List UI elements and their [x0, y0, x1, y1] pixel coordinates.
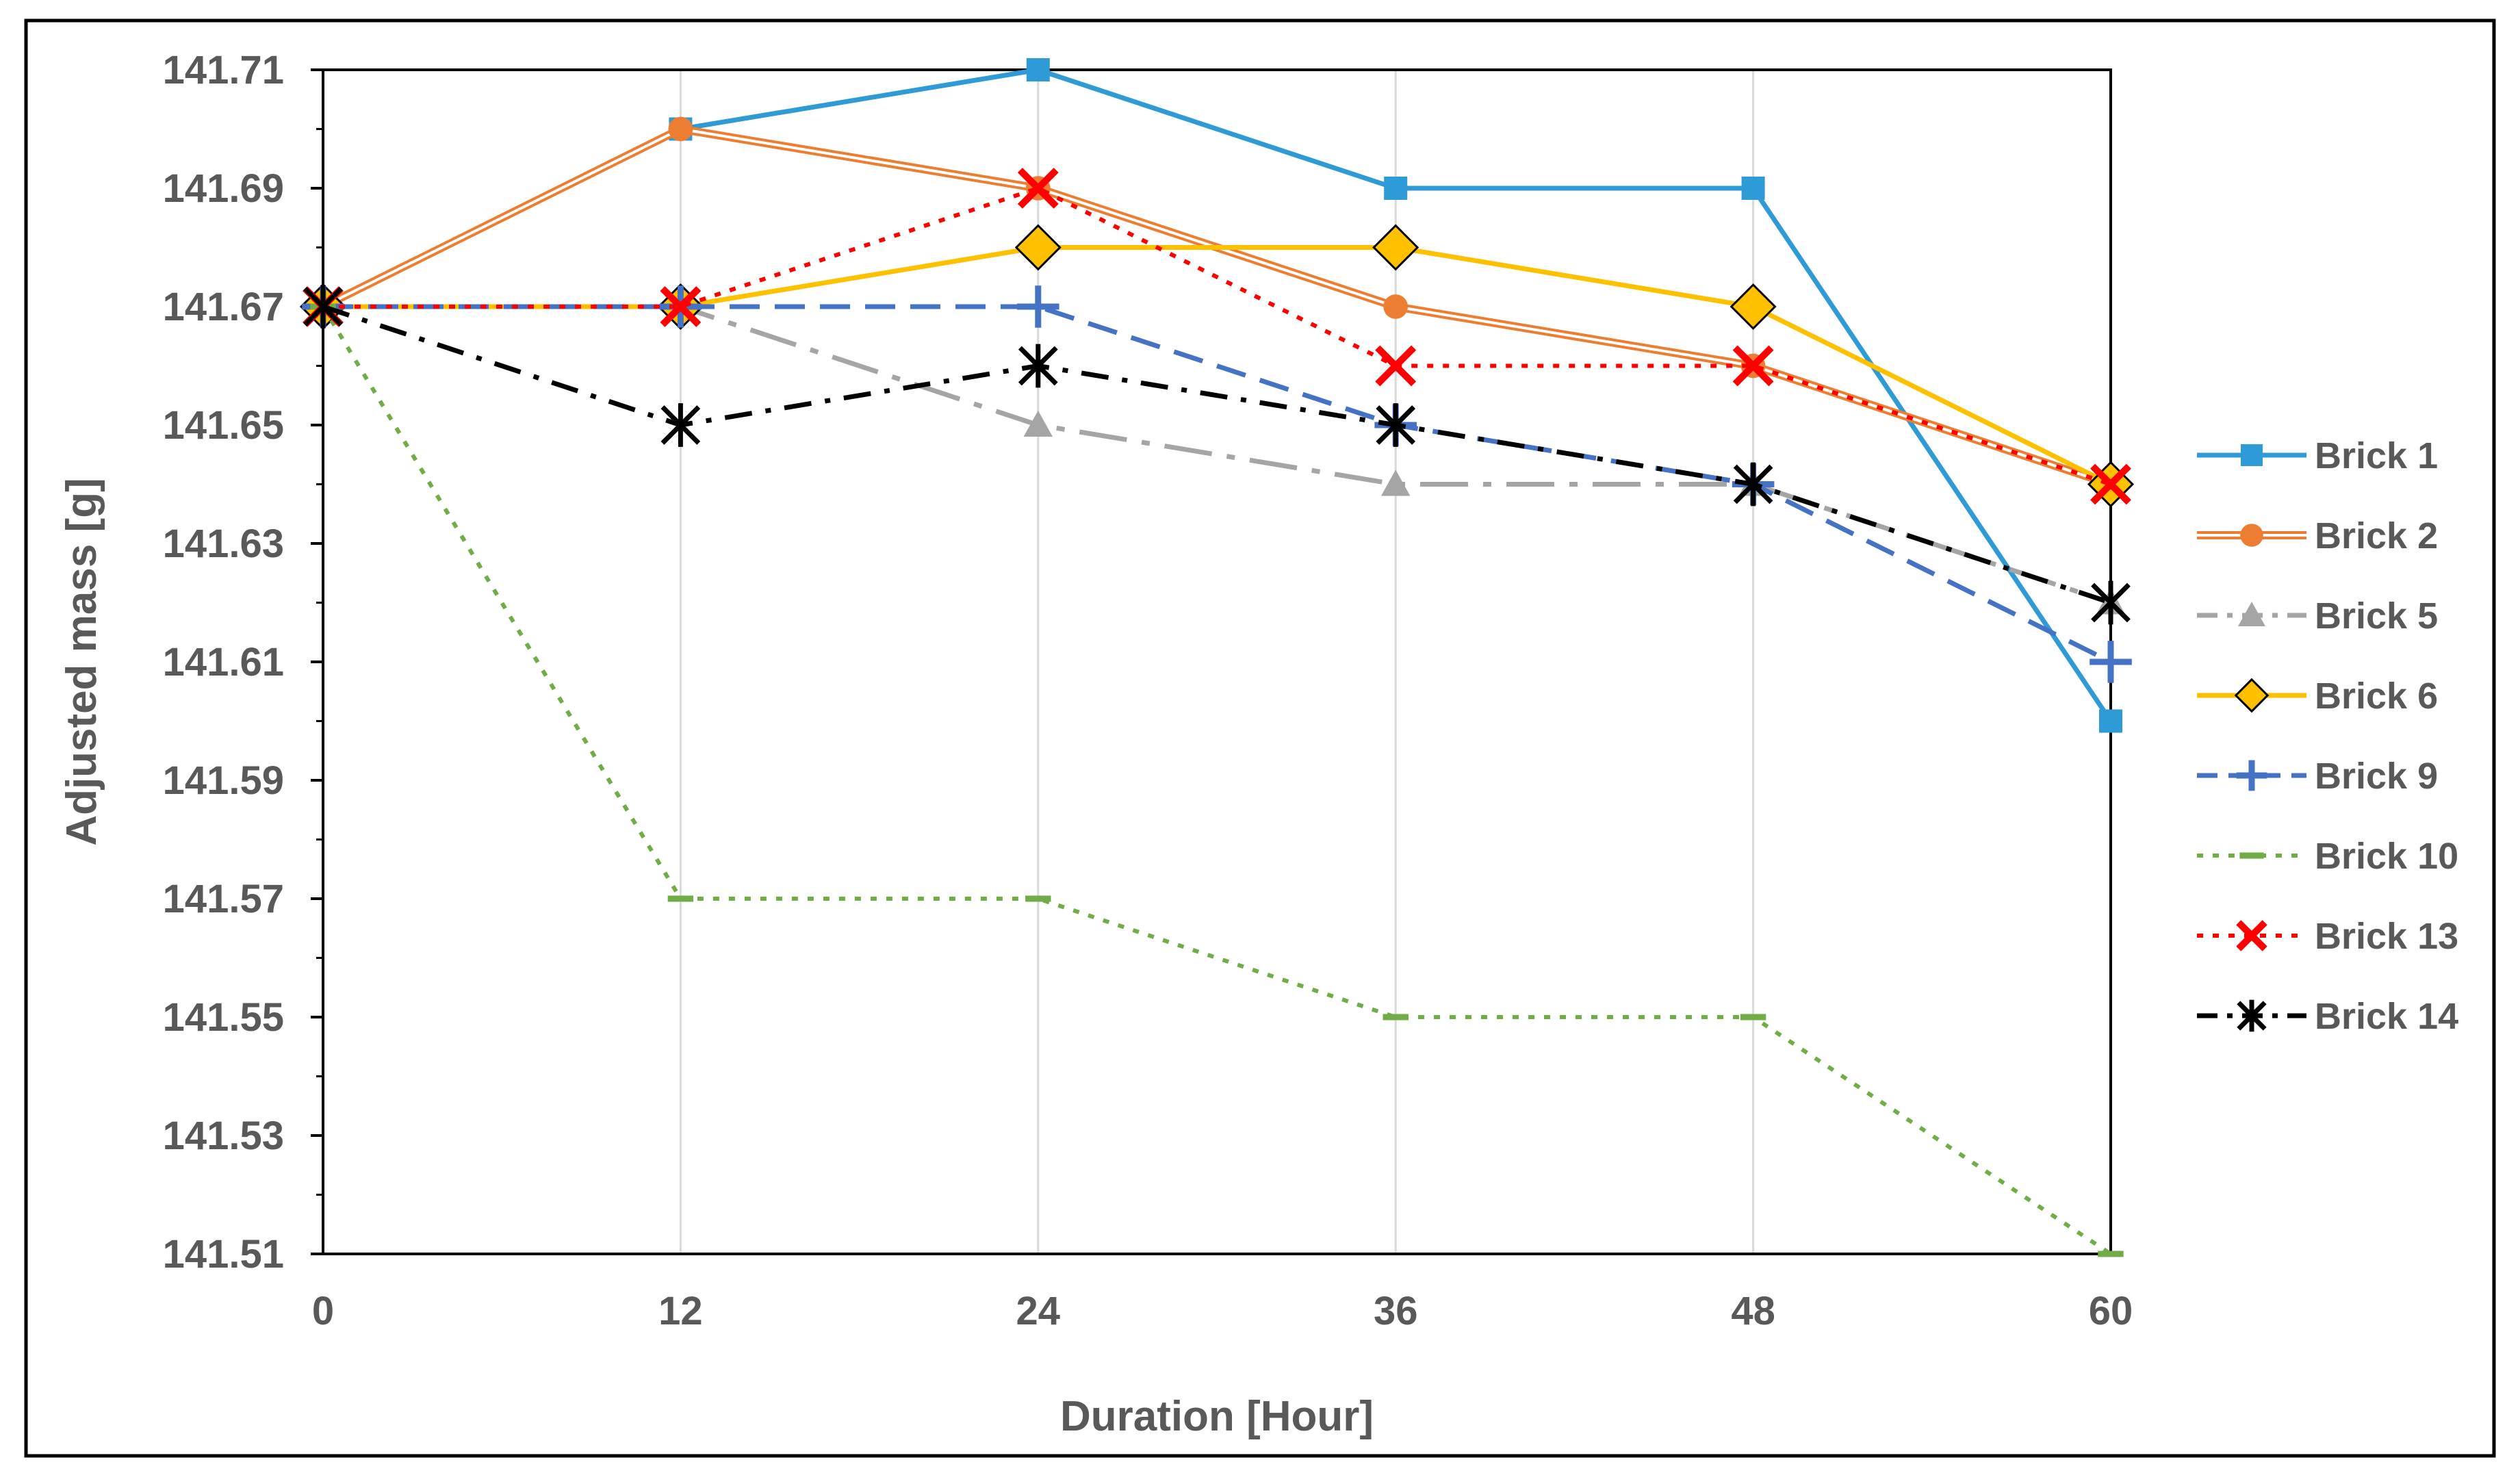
y-tick-label: 141.55: [163, 995, 284, 1040]
y-tick-label: 141.51: [163, 1232, 284, 1277]
legend-item: Brick 10: [2197, 836, 2458, 877]
data-point: [1026, 58, 1050, 81]
data-point: [1014, 224, 1062, 271]
legend-marker: [2236, 920, 2267, 951]
y-tick-label: 141.61: [163, 640, 284, 684]
x-tick-label: 48: [1731, 1289, 1775, 1333]
legend-item: Brick 13: [2197, 916, 2458, 957]
x-tick-label: 0: [312, 1289, 334, 1333]
chart-border: [24, 18, 2496, 1458]
data-point: [1018, 344, 1058, 388]
legend-marker: [2241, 444, 2263, 466]
legend-marker: [2238, 602, 2265, 626]
legend-label: Brick 1: [2315, 435, 2438, 476]
data-point: [1730, 283, 1777, 331]
legend-label: Brick 9: [2315, 756, 2438, 797]
series-brick-14: [303, 285, 2131, 625]
legend-item: Brick 1: [2197, 435, 2438, 476]
legend-item: Brick 9: [2197, 756, 2438, 797]
legend: Brick 1 Brick 2 Brick 5 Brick 6 Brick 9 Brick…: [2197, 435, 2458, 1037]
data-point: [1023, 410, 1053, 437]
legend-label: Brick 2: [2315, 515, 2438, 556]
data-point: [1376, 403, 1416, 447]
legend-marker: [2237, 999, 2267, 1032]
data-point: [1380, 470, 1411, 496]
data-point: [660, 403, 701, 447]
legend-marker: [2240, 524, 2263, 547]
legend-label: Brick 10: [2315, 836, 2458, 877]
data-point: [2091, 580, 2131, 625]
y-tick-label: 141.53: [163, 1114, 284, 1158]
legend-label: Brick 14: [2315, 996, 2458, 1037]
series: [299, 58, 2135, 1257]
series-line: [323, 186, 2111, 487]
y-tick-label: 141.57: [163, 877, 284, 921]
data-point: [1741, 177, 1765, 200]
y-tick-label: 141.65: [163, 403, 284, 448]
y-tick-label: 141.71: [163, 48, 284, 92]
legend-label: Brick 6: [2315, 676, 2438, 717]
legend-marker: [2234, 678, 2270, 713]
legend-marker: [2236, 760, 2267, 791]
legend-item: Brick 5: [2197, 595, 2438, 637]
x-axis-title: Duration [Hour]: [1060, 1393, 1374, 1440]
data-point: [303, 285, 343, 329]
data-point: [1372, 224, 1419, 271]
data-point: [1017, 168, 1059, 209]
y-tick-label: 141.67: [163, 285, 284, 329]
series-brick-10: [310, 303, 2124, 1257]
y-tick-label: 141.59: [163, 758, 284, 803]
legend-label: Brick 5: [2315, 595, 2438, 637]
series-brick-13: [303, 168, 2131, 505]
legend-item: Brick 6: [2197, 676, 2438, 717]
x-tick-label: 36: [1374, 1289, 1418, 1333]
legend-item: Brick 2: [2197, 515, 2438, 556]
x-tick-label: 24: [1016, 1289, 1061, 1333]
data-point: [2090, 463, 2131, 505]
data-point: [1732, 345, 1774, 387]
data-point: [660, 286, 702, 327]
legend-label: Brick 13: [2315, 916, 2458, 957]
series-line: [323, 304, 2112, 665]
data-point: [1383, 294, 1409, 319]
data-point: [2099, 709, 2122, 733]
data-point: [668, 116, 693, 142]
data-point: [1384, 177, 1408, 200]
series-line: [322, 304, 2112, 605]
legend-item: Brick 14: [2197, 996, 2458, 1037]
data-point: [1017, 285, 1059, 328]
y-axis-title: Adjusted mass [g]: [58, 478, 105, 845]
x-tick-label: 12: [658, 1289, 703, 1333]
x-tick-label: 60: [2089, 1289, 2133, 1333]
data-point: [1375, 345, 1417, 387]
y-tick-label: 141.69: [163, 166, 284, 211]
data-point: [2090, 641, 2132, 683]
data-point: [1733, 462, 1773, 506]
y-tick-label: 141.63: [163, 522, 284, 566]
axes: 0 12 24 36 48 60 141.71 141.69 141.67 141.65 141.6…: [163, 48, 2133, 1333]
